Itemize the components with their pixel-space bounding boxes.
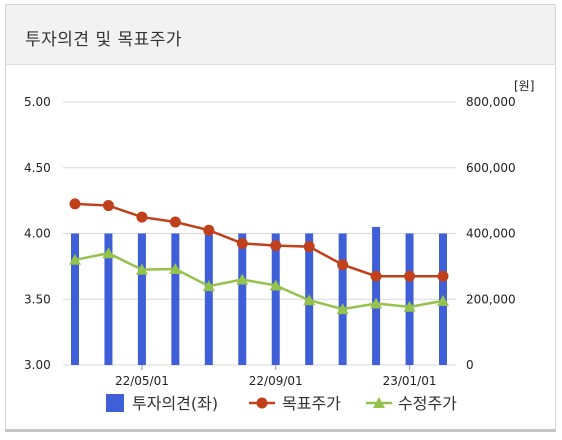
marker-target-price	[69, 198, 81, 210]
marker-adjusted-price	[269, 279, 282, 291]
y-right-unit-label: [원]	[514, 79, 534, 93]
legend-label-price: 수정주가	[398, 394, 457, 413]
marker-target-price	[303, 241, 315, 253]
marker-adjusted-price	[303, 294, 316, 306]
bar-opinion	[271, 233, 280, 365]
chart-panel: 투자의견 및 목표주가	[5, 4, 556, 432]
bar-opinion	[338, 233, 347, 365]
marker-target-price	[437, 270, 449, 282]
x-tick-label: 22/05/01	[115, 374, 169, 388]
line-target-price	[74, 202, 443, 278]
marker-target-price	[337, 259, 349, 271]
marker-target-price	[370, 270, 382, 282]
y-right-tick-label: 0	[466, 358, 474, 372]
marker-adjusted-price	[236, 273, 249, 285]
panel-header: 투자의견 및 목표주가	[6, 5, 555, 65]
y-right-tick-label: 200,000	[466, 292, 516, 306]
legend-swatch-opinion	[106, 394, 124, 412]
y-left-tick-label: 3.00	[24, 358, 51, 372]
bar-opinion	[405, 233, 414, 365]
y-right-tick-label: 400,000	[466, 227, 516, 241]
x-tick-label: 22/09/01	[249, 374, 303, 388]
marker-adjusted-price	[437, 294, 449, 306]
legend-marker-price	[373, 397, 385, 408]
marker-adjusted-price	[69, 253, 81, 265]
y-right-tick-label: 800,000	[466, 95, 516, 109]
marker-adjusted-price	[102, 247, 115, 259]
marker-adjusted-price	[169, 263, 182, 275]
bar-opinion	[372, 226, 381, 365]
marker-target-price	[270, 240, 282, 252]
bar-opinion	[104, 233, 113, 365]
y-left-tick-label: 5.00	[24, 95, 51, 109]
marker-target-price	[136, 211, 148, 223]
bar-opinion	[238, 233, 247, 365]
legend-marker-target	[256, 397, 268, 409]
legend-label-opinion: 투자의견(좌)	[132, 394, 218, 413]
x-tick-label: 23/01/01	[383, 374, 437, 388]
y-left-tick-label: 4.00	[24, 227, 51, 241]
marker-adjusted-price	[135, 263, 148, 275]
y-left-tick-label: 3.50	[24, 292, 51, 306]
bar-opinion	[204, 233, 213, 365]
legend-label-target: 목표주가	[282, 394, 341, 413]
marker-target-price	[404, 270, 416, 282]
marker-adjusted-price	[336, 303, 349, 315]
line-adjusted-price	[74, 251, 444, 311]
marker-adjusted-price	[202, 280, 215, 292]
bar-opinion	[71, 233, 79, 365]
y-left-tick-label: 4.50	[24, 161, 51, 175]
panel-title: 투자의견 및 목표주가	[25, 30, 183, 50]
marker-target-price	[236, 237, 248, 249]
y-right-tick-label: 600,000	[466, 161, 516, 175]
marker-adjusted-price	[403, 300, 416, 312]
bar-opinion	[171, 233, 180, 365]
marker-target-price	[169, 216, 181, 228]
marker-target-price	[203, 224, 215, 236]
bar-opinion	[137, 233, 146, 365]
marker-adjusted-price	[370, 297, 383, 309]
marker-target-price	[102, 200, 114, 212]
